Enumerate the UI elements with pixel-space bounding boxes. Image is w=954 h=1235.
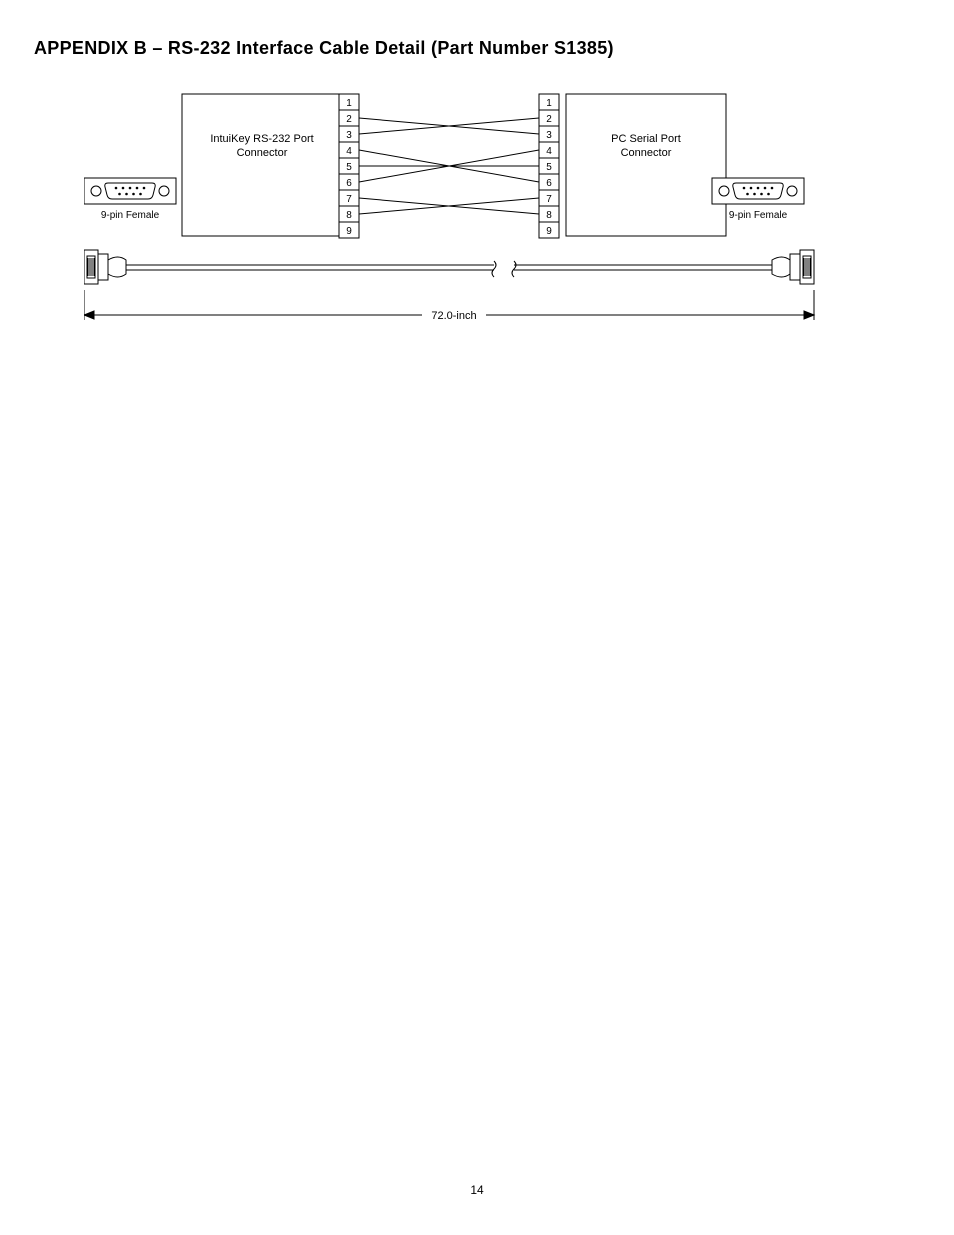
right-pin-6: 6 <box>546 178 552 189</box>
left-port-label: 9-pin Female <box>101 210 160 221</box>
right-pin-8: 8 <box>546 210 552 221</box>
left-db9-front: 9-pin Female <box>84 178 176 221</box>
left-pin-3: 3 <box>346 130 352 141</box>
left-label-box <box>182 94 342 236</box>
left-pin-4: 4 <box>346 146 352 157</box>
right-label-box <box>566 94 726 236</box>
left-pin-6: 6 <box>346 178 352 189</box>
left-pin-5: 5 <box>346 162 352 173</box>
left-connector-label-1: IntuiKey RS-232 Port <box>210 133 313 145</box>
left-pin-9: 9 <box>346 226 352 237</box>
page-number: 14 <box>0 1183 954 1197</box>
diagram-svg: IntuiKey RS-232 Port Connector PC Serial… <box>84 90 894 350</box>
right-connector-label-2: Connector <box>621 147 672 159</box>
pin-wiring-group: 1 1 2 2 3 3 4 4 5 5 6 6 7 7 8 8 9 9 <box>339 94 559 238</box>
right-pin-9: 9 <box>546 226 552 237</box>
right-pin-4: 4 <box>546 146 552 157</box>
right-port-label: 9-pin Female <box>729 210 788 221</box>
left-connector-label-2: Connector <box>237 147 288 159</box>
left-pin-2: 2 <box>346 114 352 125</box>
dimension-line: 72.0-inch <box>84 290 814 322</box>
left-pin-7: 7 <box>346 194 352 205</box>
right-pin-1: 1 <box>546 98 552 109</box>
cable-diagram: IntuiKey RS-232 Port Connector PC Serial… <box>84 90 894 350</box>
left-pin-8: 8 <box>346 210 352 221</box>
cable-side-view <box>84 250 814 284</box>
cable-length-label: 72.0-inch <box>431 310 476 322</box>
right-pin-5: 5 <box>546 162 552 173</box>
appendix-title: APPENDIX B – RS-232 Interface Cable Deta… <box>34 38 920 59</box>
right-pin-7: 7 <box>546 194 552 205</box>
left-pin-1: 1 <box>346 98 352 109</box>
right-pin-3: 3 <box>546 130 552 141</box>
right-connector-label-1: PC Serial Port <box>611 133 681 145</box>
right-pin-2: 2 <box>546 114 552 125</box>
